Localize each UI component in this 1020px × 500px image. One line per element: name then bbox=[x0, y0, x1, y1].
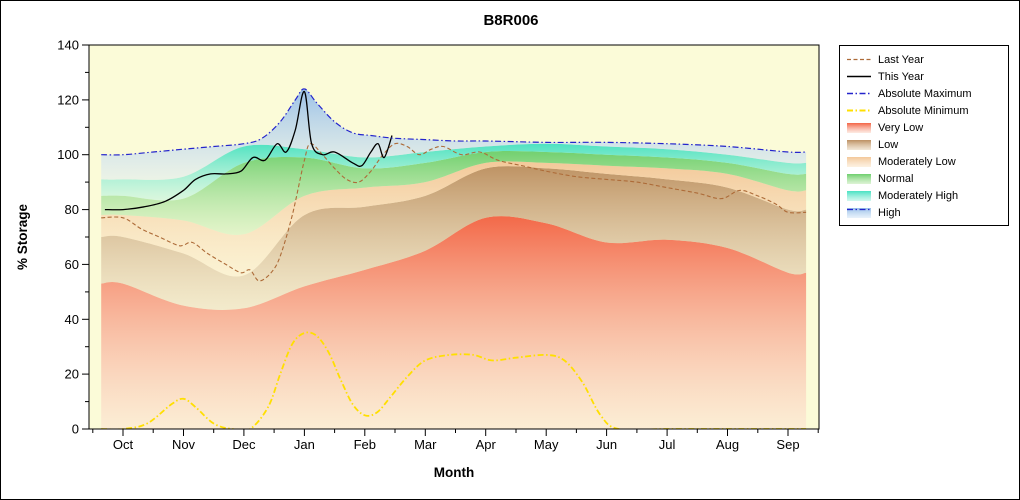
legend-item-moderately-high: Moderately High bbox=[846, 188, 1002, 203]
x-tick-label: Feb bbox=[354, 437, 376, 452]
y-tick-label: 120 bbox=[57, 92, 79, 107]
line-absolute-maximum bbox=[101, 88, 807, 156]
y-tick-label: 0 bbox=[72, 422, 79, 437]
legend-box: Last Year This Year Absolute Maximum Absolu… bbox=[839, 45, 1009, 226]
x-tick-label: Mar bbox=[414, 437, 437, 452]
x-tick-label: Dec bbox=[232, 437, 256, 452]
legend-line-swatch bbox=[847, 92, 871, 95]
legend-label: Normal bbox=[878, 172, 914, 185]
x-axis-title: Month bbox=[434, 465, 474, 480]
legend-item-this-year: This Year bbox=[846, 69, 1002, 84]
bands-layer bbox=[101, 88, 807, 429]
legend-line-swatch bbox=[847, 58, 871, 61]
axis-ticks bbox=[82, 44, 819, 436]
line-last-year bbox=[101, 142, 807, 282]
x-tick-label: Oct bbox=[113, 437, 134, 452]
legend-item-last-year: Last Year bbox=[846, 52, 1002, 67]
legend-label: Moderately High bbox=[878, 189, 959, 202]
plot-generated: 0 20 40 60 80 100 120 140 Oct Nov Dec Jan Feb Mar Apr M… bbox=[57, 38, 820, 452]
x-tick-labels: Oct Nov Dec Jan Feb Mar Apr May Jun Jul Aug Sep bbox=[113, 437, 800, 452]
legend-fill-swatch bbox=[847, 208, 871, 218]
x-tick-label: Jul bbox=[659, 437, 676, 452]
line-this-year bbox=[104, 90, 393, 211]
legend-fill-swatch bbox=[847, 140, 871, 150]
legend-label: Last Year bbox=[878, 53, 924, 66]
y-tick-labels: 0 20 40 60 80 100 120 140 bbox=[57, 38, 79, 437]
band-moderately-high bbox=[101, 143, 807, 201]
x-tick-label: Nov bbox=[172, 437, 196, 452]
lines-layer bbox=[101, 88, 807, 429]
legend-item-normal: Normal bbox=[846, 171, 1002, 186]
line-absolute-minimum bbox=[101, 331, 807, 429]
y-tick-label: 80 bbox=[65, 202, 79, 217]
band-very-low bbox=[101, 216, 807, 429]
legend-label: This Year bbox=[878, 70, 924, 83]
band-high bbox=[101, 88, 807, 180]
y-tick-label: 40 bbox=[65, 312, 79, 327]
y-tick-label: 60 bbox=[65, 257, 79, 272]
chart-title: B8R006 bbox=[483, 12, 539, 29]
x-tick-label: Aug bbox=[716, 437, 739, 452]
legend-label: High bbox=[878, 206, 901, 219]
legend-label: Absolute Minimum bbox=[878, 104, 969, 117]
legend-label: Very Low bbox=[878, 121, 924, 134]
legend-item-absolute-maximum: Absolute Maximum bbox=[846, 86, 1002, 101]
legend-label: Low bbox=[878, 138, 899, 151]
legend-fill-swatch bbox=[847, 157, 871, 167]
y-tick-label: 20 bbox=[65, 367, 79, 382]
legend-line-swatch bbox=[847, 75, 871, 78]
legend-fill-swatch bbox=[847, 174, 871, 184]
legend-label: Moderately Low bbox=[878, 155, 956, 168]
band-low bbox=[101, 166, 807, 310]
legend-item-low: Low bbox=[846, 137, 1002, 152]
legend-line-swatch bbox=[847, 109, 871, 112]
x-tick-label: Jan bbox=[294, 437, 315, 452]
legend-fill-swatch bbox=[847, 191, 871, 201]
y-tick-label: 140 bbox=[57, 38, 79, 53]
x-tick-label: Apr bbox=[476, 437, 497, 452]
x-tick-label: Sep bbox=[776, 437, 799, 452]
legend-item-absolute-minimum: Absolute Minimum bbox=[846, 103, 1002, 118]
legend-label: Absolute Maximum bbox=[878, 87, 972, 100]
x-tick-label: Jun bbox=[596, 437, 617, 452]
legend-item-high: High bbox=[846, 205, 1002, 220]
y-axis-title: % Storage bbox=[15, 204, 30, 271]
band-normal bbox=[101, 151, 807, 236]
legend-item-moderately-low: Moderately Low bbox=[846, 154, 1002, 169]
x-tick-label: May bbox=[534, 437, 559, 452]
legend-fill-swatch bbox=[847, 123, 871, 133]
legend-item-very-low: Very Low bbox=[846, 120, 1002, 135]
y-tick-label: 100 bbox=[57, 147, 79, 162]
